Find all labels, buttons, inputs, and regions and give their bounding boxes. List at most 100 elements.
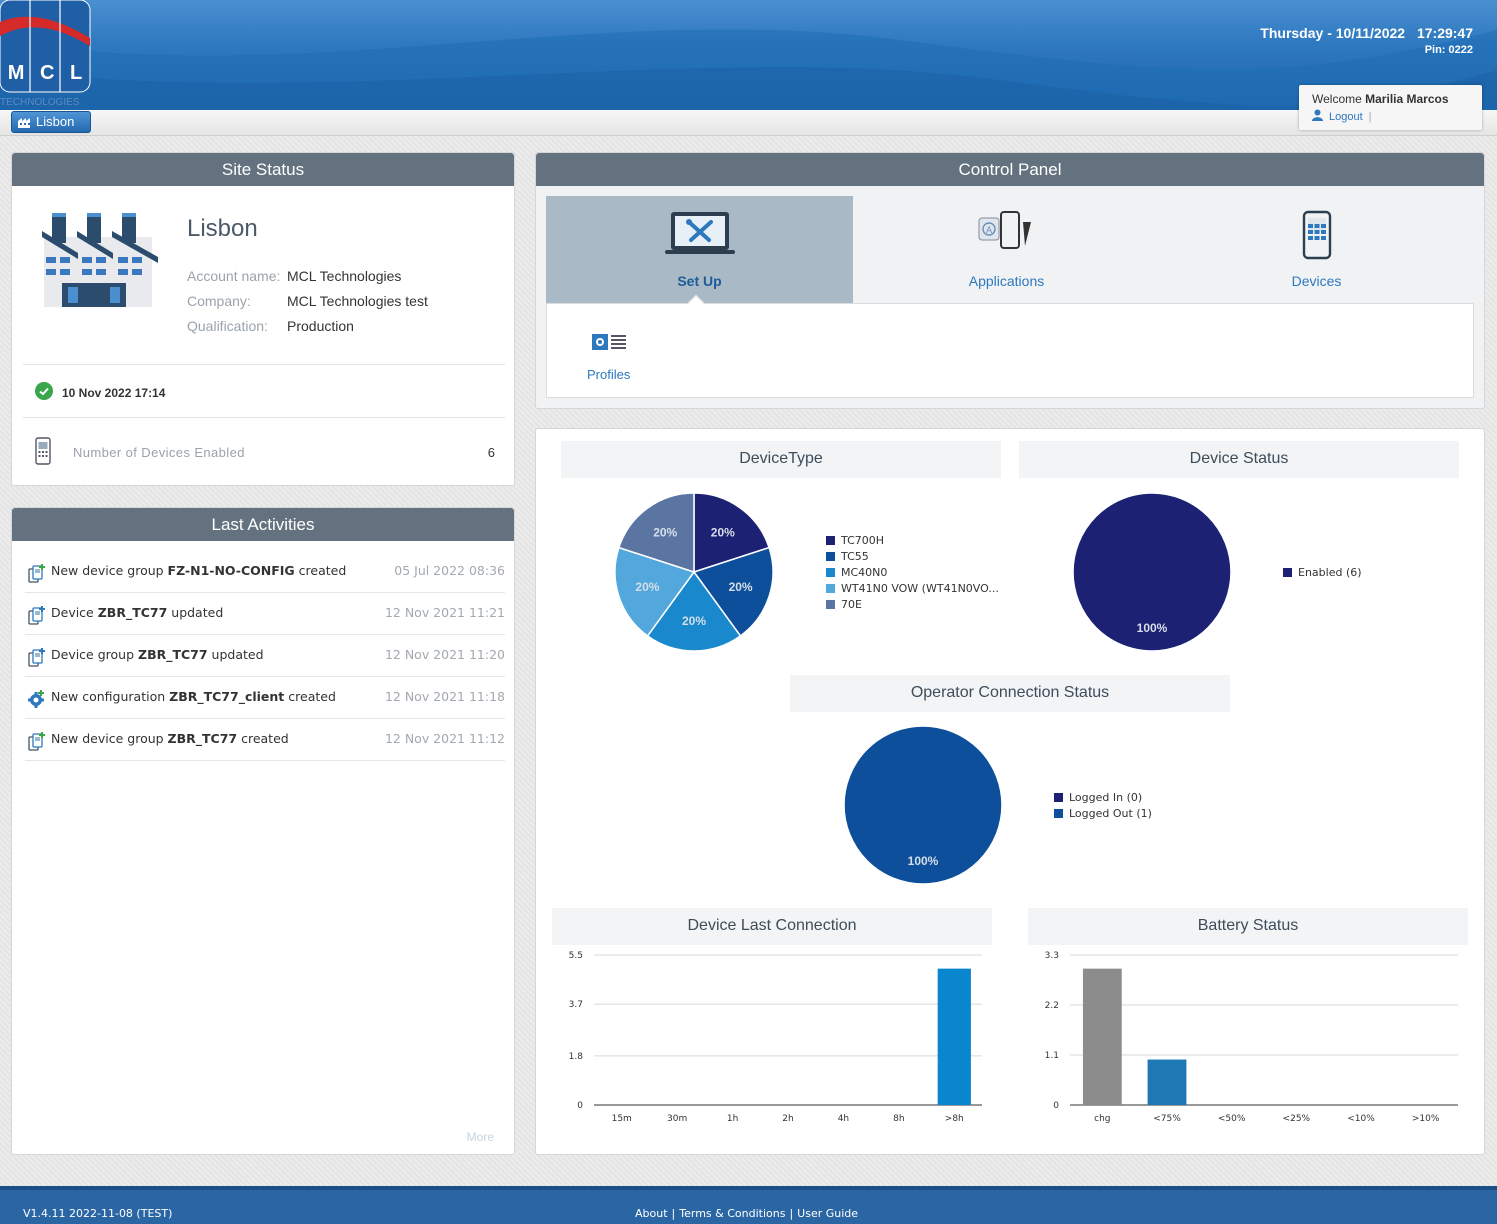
- legend-item[interactable]: Logged Out (1): [1054, 807, 1152, 823]
- factory-icon: [42, 213, 158, 307]
- legend-item[interactable]: Enabled (6): [1283, 566, 1362, 582]
- configuration-add-icon: [27, 689, 47, 713]
- footer-separator: |: [789, 1207, 794, 1220]
- activity-row[interactable]: Device group ZBR_TC77 updated 12 Nov 2021…: [25, 635, 505, 677]
- last-activities-title: Last Activities: [12, 508, 514, 541]
- welcome-prefix: Welcome: [1312, 92, 1362, 106]
- welcome-text: Welcome Marilia Marcos: [1312, 92, 1482, 106]
- profiles-item[interactable]: Profiles: [587, 332, 630, 382]
- legend-label: WT41N0 VOW (WT41N0VO...: [841, 582, 999, 595]
- activity-text-suffix: updated: [207, 647, 264, 662]
- qualification-value: Production: [287, 318, 354, 334]
- site-name: Lisbon: [187, 215, 258, 242]
- battery-status-bar-chart: 0 1.1 2.2 3.3 chg <75% <50% <25% <10% >10%: [1045, 951, 1458, 1124]
- pie-slice[interactable]: [1072, 492, 1232, 652]
- legend-label: 70E: [841, 598, 862, 611]
- pie-data-label: 20%: [682, 614, 706, 628]
- device-group-add-icon: [27, 731, 47, 755]
- legend-swatch: [1054, 793, 1063, 802]
- mcl-logo: [0, 0, 91, 93]
- header-datetime: Thursday - 10/11/2022 17:29:47: [1260, 25, 1473, 41]
- device-type-legend: TC700H TC55 MC40N0 WT41N0 VOW (WT41N0VO... 7…: [826, 534, 999, 614]
- activity-date: 12 Nov 2021 11:18: [384, 689, 505, 704]
- legend-item[interactable]: Logged In (0): [1054, 791, 1152, 807]
- user-name: Marilia Marcos: [1365, 92, 1449, 106]
- header-time: 17:29:47: [1416, 25, 1473, 41]
- activity-text-suffix: created: [294, 563, 347, 578]
- activity-date: 12 Nov 2021 11:21: [384, 605, 505, 620]
- profiles-icon: [587, 332, 630, 355]
- bar[interactable]: [937, 968, 971, 1105]
- bar[interactable]: [1147, 1059, 1187, 1105]
- activity-row[interactable]: New configuration ZBR_TC77_client create…: [25, 677, 505, 719]
- legend-item[interactable]: WT41N0 VOW (WT41N0VO...: [826, 582, 999, 598]
- activity-text-prefix: Device group: [51, 647, 138, 662]
- tab-applications[interactable]: A Applications: [853, 196, 1160, 303]
- legend-item[interactable]: 70E: [826, 598, 999, 614]
- legend-item[interactable]: MC40N0: [826, 566, 999, 582]
- set-up-subpanel: Profiles: [546, 294, 1474, 398]
- last-sync-row: 10 Nov 2022 17:14: [35, 382, 165, 403]
- logo-letter: M: [7, 62, 25, 84]
- applications-icon: A: [978, 211, 1031, 249]
- pie-slice[interactable]: [614, 546, 696, 637]
- more-link[interactable]: More: [466, 1130, 494, 1144]
- device-edit-icon: [27, 605, 47, 629]
- logout-row: Logout |: [1312, 109, 1482, 124]
- activity-text: New configuration ZBR_TC77_client create…: [51, 689, 336, 704]
- user-guide-link[interactable]: User Guide: [797, 1207, 859, 1220]
- y-tick-label: 3.7: [569, 1000, 583, 1010]
- x-tick-label: 4h: [838, 1114, 849, 1124]
- x-tick-label: <50%: [1218, 1114, 1246, 1124]
- activity-row[interactable]: New device group FZ-N1-NO-CONFIG created…: [25, 551, 505, 593]
- x-tick-label: >8h: [945, 1114, 964, 1124]
- y-tick-label: 2.2: [1045, 1001, 1059, 1011]
- x-tick-label: <75%: [1153, 1114, 1181, 1124]
- legend-label: Enabled (6): [1298, 566, 1362, 579]
- tab-set-up[interactable]: Set Up: [546, 196, 853, 303]
- y-tick-label: 3.3: [1045, 951, 1059, 961]
- logout-link[interactable]: Logout: [1329, 110, 1363, 123]
- logo-letter: C: [39, 62, 55, 84]
- legend-swatch: [826, 584, 835, 593]
- app-header: M C L TECHNOLOGIES Thursday - 10/11/2022…: [0, 0, 1497, 110]
- activity-text: New device group ZBR_TC77 created: [51, 731, 289, 746]
- terms-link[interactable]: Terms & Conditions: [679, 1207, 786, 1220]
- control-panel-tabs: Set Up A Applications Devices: [546, 196, 1474, 303]
- activity-text-prefix: New configuration: [51, 689, 170, 704]
- operator-connection-pie-chart: 100%: [843, 725, 1003, 885]
- logout-separator: |: [1368, 110, 1372, 123]
- activity-text-prefix: Device: [51, 605, 98, 620]
- pie-slice[interactable]: [692, 546, 774, 637]
- tab-devices[interactable]: Devices: [1163, 196, 1470, 303]
- x-tick-label: 1h: [727, 1114, 738, 1124]
- pie-data-label: 100%: [1137, 621, 1168, 635]
- logo-subtitle: TECHNOLOGIES: [0, 97, 80, 108]
- operator-connection-chart-title: Operator Connection Status: [790, 675, 1230, 712]
- site-selector-button[interactable]: Lisbon: [11, 111, 91, 133]
- device-last-connection-chart-title: Device Last Connection: [552, 908, 992, 945]
- logo-letters: M C L: [0, 62, 90, 85]
- activity-row[interactable]: New device group ZBR_TC77 created 12 Nov …: [25, 719, 505, 761]
- y-tick-label: 5.5: [569, 951, 583, 961]
- x-tick-label: 8h: [893, 1114, 904, 1124]
- activity-text-suffix: updated: [167, 605, 224, 620]
- activity-row[interactable]: Device ZBR_TC77 updated 12 Nov 2021 11:21: [25, 593, 505, 635]
- tab-applications-label: Applications: [968, 273, 1045, 289]
- last-activities-panel: Last Activities New device group FZ-N1-N…: [11, 507, 515, 1155]
- pie-slice[interactable]: [617, 492, 695, 574]
- pie-slice[interactable]: [646, 570, 742, 652]
- legend-label: Logged In (0): [1069, 791, 1143, 804]
- pie-slice[interactable]: [843, 725, 1003, 885]
- activity-object-name: ZBR_TC77_client: [169, 689, 285, 704]
- legend-item[interactable]: TC700H: [826, 534, 999, 550]
- y-tick-label: 0: [1053, 1101, 1059, 1111]
- about-link[interactable]: About: [635, 1207, 668, 1220]
- battery-status-chart-title: Battery Status: [1028, 908, 1468, 945]
- pie-slice[interactable]: [693, 492, 771, 574]
- legend-item[interactable]: TC55: [826, 550, 999, 566]
- bar[interactable]: [1082, 968, 1122, 1105]
- qualification-label: Qualification:: [187, 318, 268, 334]
- devices-enabled-count: 6: [487, 445, 495, 460]
- y-tick-label: 1.1: [1045, 1051, 1059, 1061]
